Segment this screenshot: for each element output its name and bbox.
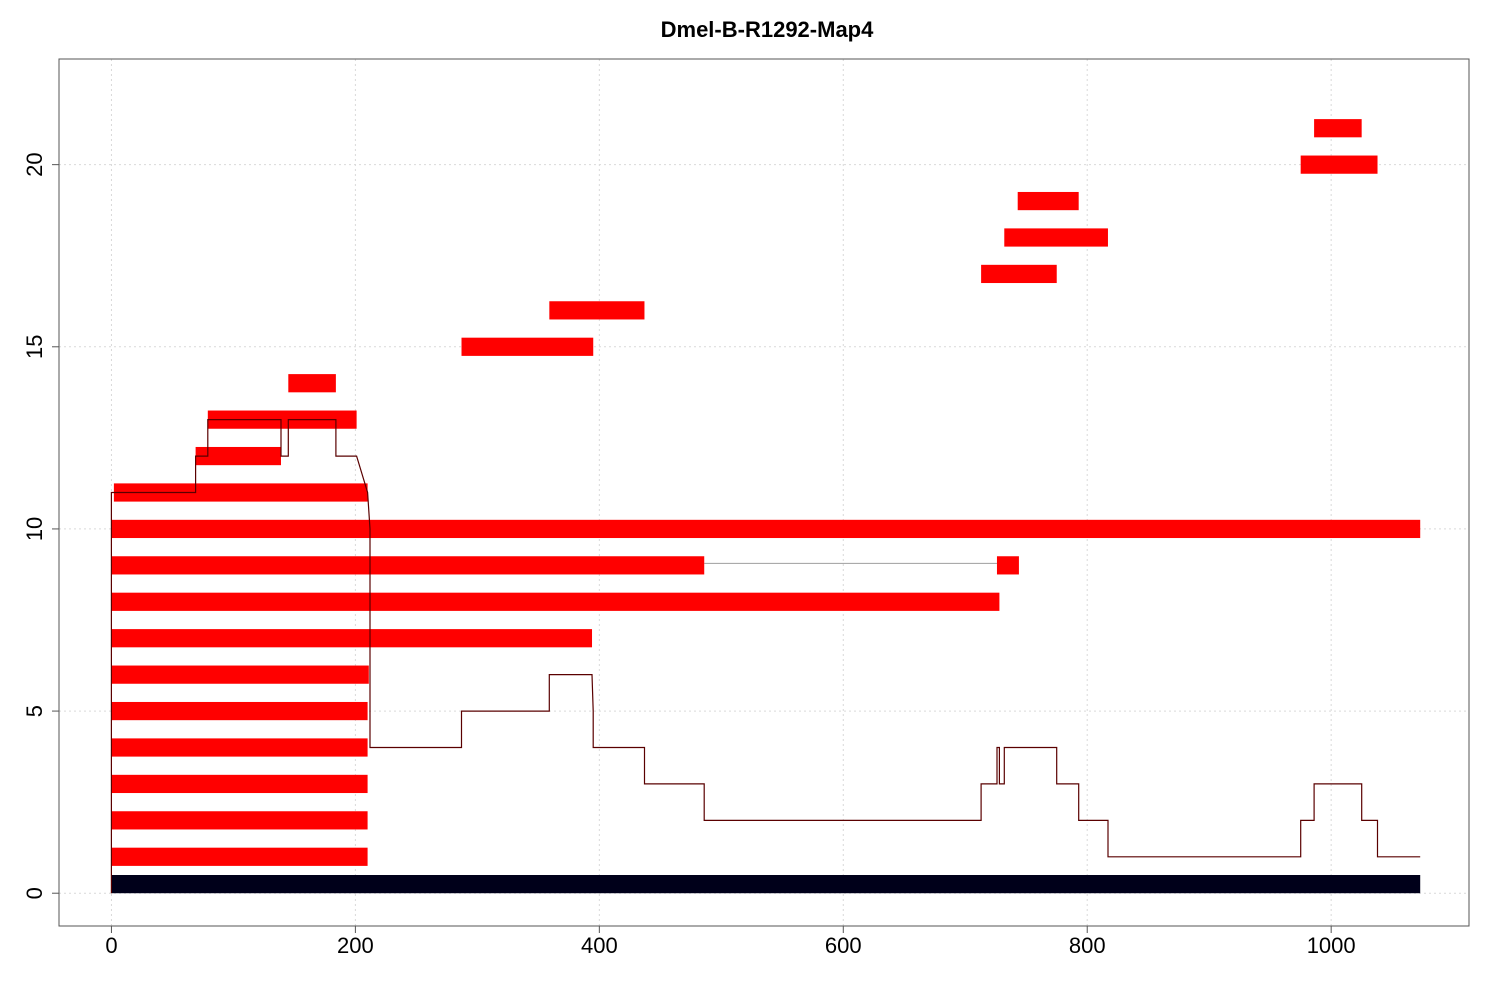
segment-bar-14 <box>288 374 336 393</box>
segment-bar-6 <box>111 629 593 648</box>
segment-bar-11 <box>113 483 368 502</box>
y-tick-label-1: 5 <box>22 705 47 717</box>
segment-bar-16 <box>549 301 645 320</box>
segment-bar-9 <box>996 556 1019 575</box>
segment-bar-3 <box>111 738 368 757</box>
segment-bar-15 <box>461 337 594 356</box>
chart-title: Dmel-B-R1292-Map4 <box>661 17 874 42</box>
coverage-line <box>110 419 1421 894</box>
segment-bar-4 <box>111 701 368 721</box>
segment-bar-20 <box>1300 155 1378 174</box>
x-tick-label-4: 800 <box>1069 933 1106 958</box>
segment-bar-18 <box>1004 228 1108 247</box>
y-tick-label-2: 10 <box>22 517 47 541</box>
segment-bar-0 <box>111 847 368 866</box>
axes: 0 200 400 600 800 1000 0 5 10 15 20 <box>22 152 1356 958</box>
x-tick-label-2: 400 <box>581 933 618 958</box>
segment-bar-17 <box>981 264 1057 284</box>
x-tick-label-5: 1000 <box>1307 933 1356 958</box>
segment-bar-5 <box>111 665 369 684</box>
segment-bar-10 <box>111 519 1421 539</box>
coverage-line-layer <box>110 419 1421 894</box>
x-tick-label-0: 0 <box>105 933 117 958</box>
segment-bar-19 <box>1017 191 1079 211</box>
segment-bar-2 <box>111 774 368 794</box>
reference-sequence <box>111 875 1421 894</box>
segment-bar-7 <box>111 592 1000 611</box>
segment-bar-8 <box>111 556 705 575</box>
y-tick-label-0: 0 <box>22 887 47 899</box>
alignment-segments <box>111 119 1421 866</box>
x-tick-label-3: 600 <box>825 933 862 958</box>
y-tick-label-4: 20 <box>22 152 47 176</box>
segment-bar-12 <box>195 446 281 466</box>
segment-bar-13 <box>207 410 357 429</box>
y-tick-label-3: 15 <box>22 335 47 359</box>
segment-bar-1 <box>111 811 368 830</box>
segment-bar-21 <box>1314 119 1362 138</box>
plot-frame <box>58 58 1470 927</box>
reference-bar <box>111 875 1421 894</box>
x-tick-label-1: 200 <box>337 933 374 958</box>
